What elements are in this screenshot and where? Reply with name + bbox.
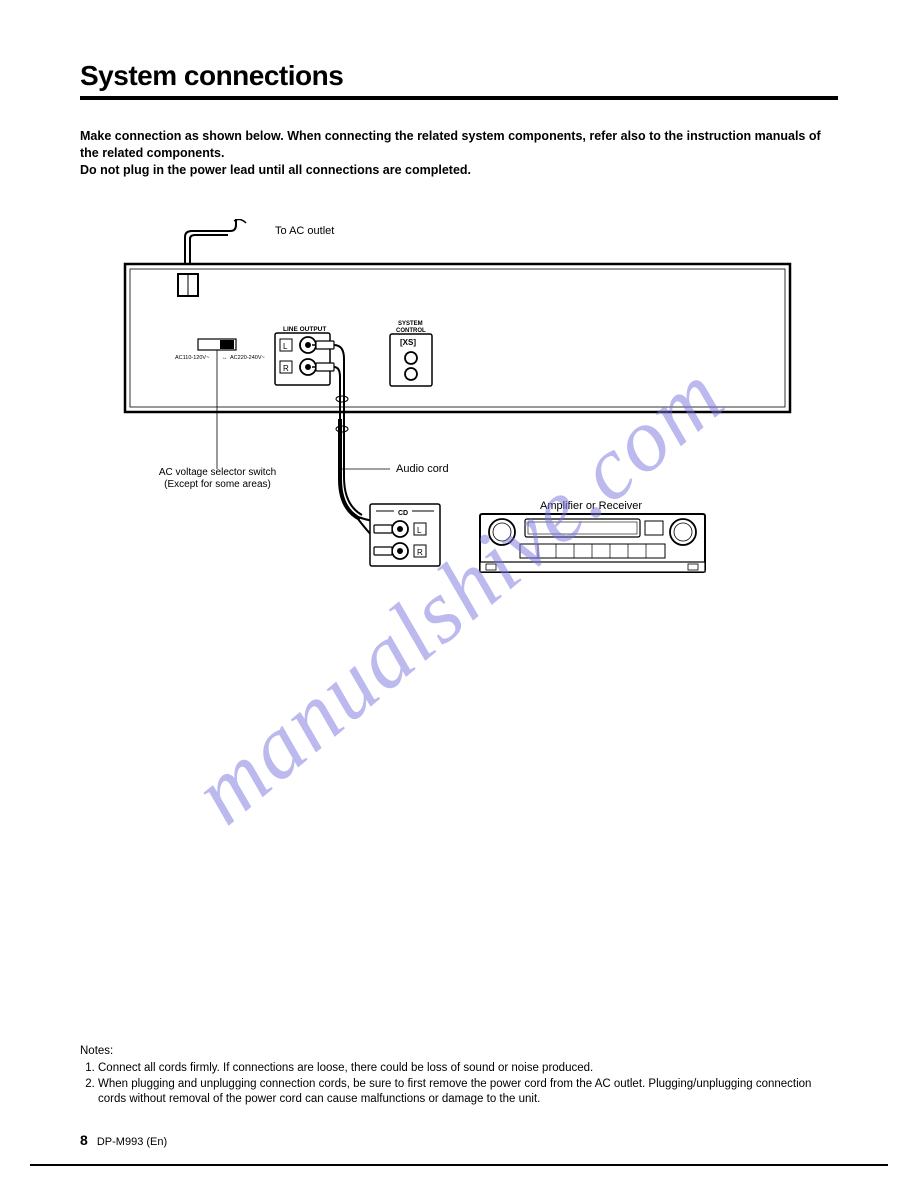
note-2: When plugging and unplugging connection …: [98, 1077, 838, 1108]
voltage-mid: ↔: [222, 355, 228, 361]
manual-page: System connections Make connection as sh…: [0, 0, 918, 1188]
page-footer: 8 DP-M993 (En): [80, 1132, 167, 1148]
notes-section: Notes: Connect all cords firmly. If conn…: [80, 1044, 838, 1108]
voltage-right-label: AC220-240V~: [230, 355, 265, 361]
diagram-svg: AC110-120V~ ↔ AC220-240V~ LINE OUTPUT L …: [80, 219, 840, 639]
r-label-2: R: [417, 548, 423, 557]
l-label-2: L: [417, 526, 422, 535]
notes-heading: Notes:: [80, 1044, 838, 1060]
connection-diagram: AC110-120V~ ↔ AC220-240V~ LINE OUTPUT L …: [80, 219, 838, 639]
intro-line-1: Make connection as shown below. When con…: [80, 129, 821, 160]
system-control-label-1: SYSTEM: [398, 321, 423, 327]
line-output-label: LINE OUTPUT: [283, 326, 326, 333]
amplifier-drawing: [480, 514, 705, 572]
audio-cord-label: Audio cord: [396, 463, 449, 475]
intro-line-2: Do not plug in the power lead until all …: [80, 163, 471, 177]
cd-label: CD: [398, 510, 408, 517]
page-number: 8: [80, 1132, 88, 1148]
r-label-1: R: [283, 364, 289, 373]
system-control-label-2: CONTROL: [396, 328, 426, 334]
l-label-1: L: [283, 342, 288, 351]
notes-list: Connect all cords firmly. If connections…: [80, 1061, 838, 1108]
voltage-left-label: AC110-120V~: [175, 355, 209, 361]
note-1: Connect all cords firmly. If connections…: [98, 1061, 838, 1077]
bottom-rule: [30, 1164, 888, 1166]
page-title: System connections: [80, 60, 838, 92]
ac-outlet-label: To AC outlet: [275, 225, 334, 237]
voltage-switch-label: AC voltage selector switch (Except for s…: [150, 467, 285, 491]
title-underline: [80, 96, 838, 100]
xs-label: [XS]: [400, 338, 416, 347]
amplifier-label: Amplifier or Receiver: [540, 500, 642, 512]
intro-text: Make connection as shown below. When con…: [80, 128, 838, 179]
model-code: DP-M993 (En): [97, 1136, 167, 1148]
